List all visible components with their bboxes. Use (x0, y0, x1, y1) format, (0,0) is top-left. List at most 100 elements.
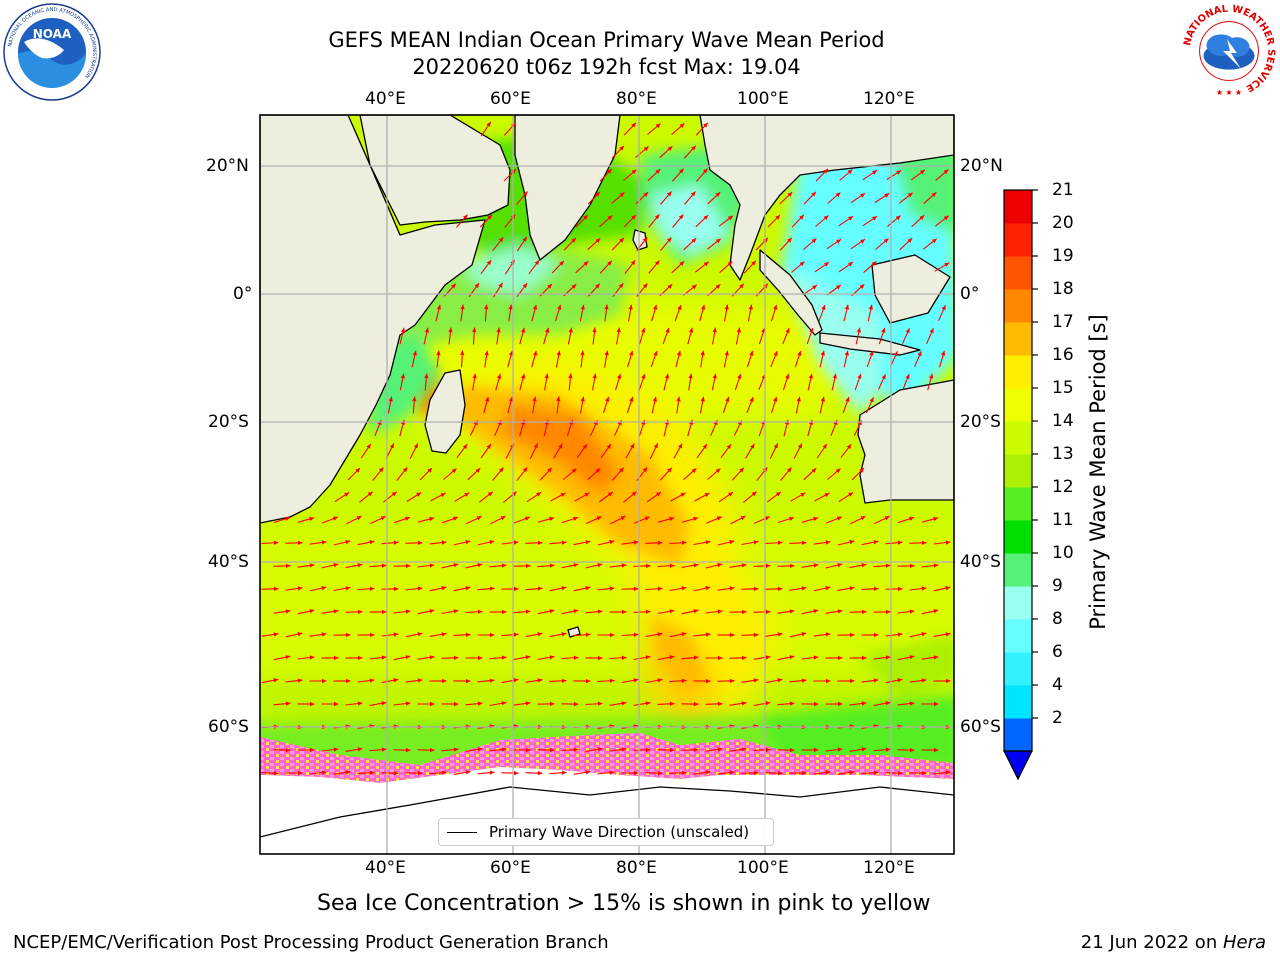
wave-direction-arrowhead (812, 285, 817, 290)
wave-direction-arrowhead (402, 467, 408, 473)
wave-direction-arrowhead (653, 443, 658, 449)
wave-direction-arrowhead (824, 493, 830, 498)
wave-direction-arrowhead (592, 373, 597, 379)
wave-direction-arrowhead (742, 609, 747, 615)
wave-direction-arrowhead (357, 701, 363, 706)
wave-direction-arrowhead (717, 701, 723, 706)
wave-direction-arrowhead (715, 238, 721, 244)
wave-direction-arrowhead (825, 586, 831, 591)
wave-direction-arrowhead (595, 191, 600, 197)
wave-direction-arrowhead (580, 350, 585, 356)
wave-direction-arrowhead (573, 747, 579, 752)
wave-direction-arrowhead (321, 540, 327, 545)
wave-direction-arrowhead (813, 516, 819, 521)
wave-direction-arrowhead (765, 701, 771, 706)
wave-direction-arrowhead (345, 770, 351, 775)
wave-direction-arrowhead (905, 328, 910, 334)
svg-text:★ ★ ★: ★ ★ ★ (1216, 88, 1242, 97)
wave-direction-arrowhead (642, 467, 648, 473)
wave-direction-arrowhead (430, 701, 435, 707)
wave-direction-arrowhead (417, 540, 423, 545)
wave-direction-arrowhead (729, 586, 735, 591)
wave-direction-arrowhead (749, 397, 754, 403)
wave-direction-arrowhead (514, 770, 519, 776)
wave-direction-arrowhead (498, 467, 504, 473)
wave-direction-arrowhead (634, 586, 639, 592)
wave-direction-arrowhead (739, 283, 744, 289)
wave-direction-arrowhead (741, 563, 747, 568)
wave-direction-arrowhead (429, 563, 435, 568)
wave-direction-arrowhead (813, 609, 819, 614)
wave-direction-arrowhead (657, 678, 663, 683)
legend-label: Primary Wave Direction (unscaled) (489, 823, 750, 841)
wave-period-map (259, 114, 955, 855)
colorbar-segment (1004, 652, 1032, 686)
noaa-logo-text: NOAA (33, 27, 72, 41)
colorbar-under-triangle (1003, 750, 1033, 781)
wave-direction-arrowhead (501, 563, 507, 568)
wave-direction-arrowhead (897, 586, 903, 592)
wave-direction-arrowhead (533, 443, 538, 449)
wave-direction-arrowhead (484, 304, 489, 310)
lon-bottom-80e: 80°E (616, 858, 657, 878)
wave-direction-arrowhead (669, 516, 675, 521)
wave-direction-arrowhead (393, 540, 399, 545)
wave-direction-arrowhead (367, 491, 373, 497)
wave-direction-arrowhead (657, 540, 663, 545)
wave-direction-arrowhead (703, 215, 709, 220)
colorbar-tick-label: 13 (1052, 444, 1074, 464)
wave-direction-arrowhead (764, 516, 770, 521)
wave-direction-arrowhead (786, 467, 792, 473)
wave-direction-arrowhead (773, 351, 778, 357)
wave-direction-arrowhead (356, 516, 362, 521)
wave-direction-arrowhead (463, 214, 468, 220)
wave-direction-arrowhead (885, 563, 891, 568)
wave-direction-arrowhead (405, 609, 411, 614)
wave-direction-arrowhead (394, 586, 399, 592)
colorbar-tick-label: 20 (1052, 213, 1074, 233)
wave-direction-arrowhead (618, 283, 624, 289)
wave-direction-arrowhead (777, 540, 783, 545)
wave-direction-arrowhead (909, 701, 915, 706)
wave-direction-arrowhead (897, 540, 903, 545)
wave-direction-arrowhead (549, 748, 555, 753)
wave-direction-arrowhead (513, 632, 519, 637)
wave-direction-arrowhead (644, 516, 650, 521)
wave-direction-arrowhead (789, 609, 795, 614)
wave-direction-arrowhead (405, 516, 410, 521)
wave-direction-arrowhead (837, 747, 843, 752)
wave-direction-arrowhead (850, 678, 855, 684)
wave-direction-arrowhead (629, 350, 634, 356)
wave-direction-arrowhead (652, 396, 657, 402)
wave-direction-arrowhead (751, 260, 756, 266)
wave-direction-arrowhead (681, 540, 687, 545)
lat-left-60s: 60°S (208, 717, 249, 737)
wave-direction-arrowhead (321, 770, 327, 775)
wave-direction-arrowhead (657, 771, 663, 776)
colorbar-tick-label: 10 (1052, 543, 1074, 563)
wave-direction-arrowhead (333, 609, 339, 614)
wave-direction-arrowhead (921, 586, 927, 591)
wave-direction-arrowhead (826, 678, 831, 684)
wave-direction-arrowhead (285, 563, 291, 568)
wave-direction-arrowhead (724, 350, 729, 356)
colorbar-tick-label: 15 (1052, 378, 1074, 398)
wave-direction-arrowhead (441, 632, 447, 637)
wave-direction-arrowhead (634, 770, 639, 776)
wave-direction-arrowhead (859, 468, 864, 473)
wave-direction-arrowhead (693, 701, 699, 707)
wave-direction-arrowhead (705, 632, 711, 637)
colorbar-tick-label: 6 (1052, 642, 1063, 662)
wave-direction-arrowhead (657, 632, 663, 637)
wave-direction-arrowhead (285, 701, 291, 706)
wave-direction-arrowhead (453, 655, 459, 660)
wave-direction-arrowhead (801, 678, 807, 683)
wave-direction-arrowhead (405, 655, 411, 660)
wave-direction-arrowhead (388, 396, 393, 402)
wave-direction-arrowhead (472, 373, 477, 379)
wave-direction-arrowhead (418, 770, 423, 776)
wave-direction-arrowhead (532, 396, 537, 402)
noaa-logo: NATIONAL OCEANIC AND ATMOSPHERIC ADMINIS… (3, 3, 101, 101)
wave-direction-arrowhead (537, 540, 543, 545)
wave-direction-arrowhead (586, 678, 591, 684)
